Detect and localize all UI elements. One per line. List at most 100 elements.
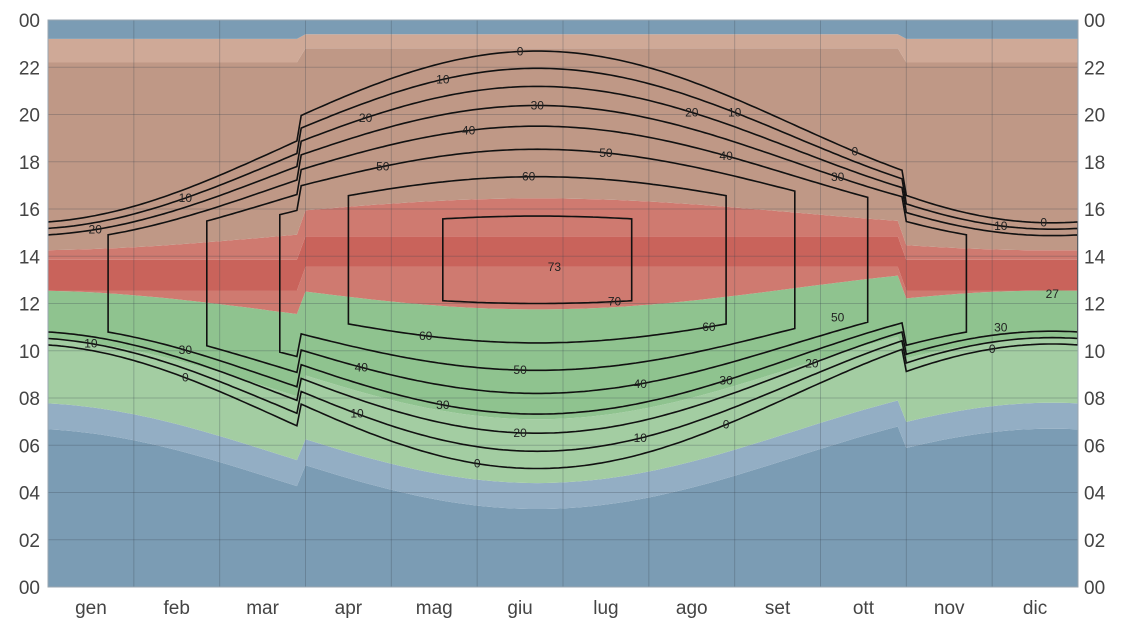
contour-label: 30 [831, 170, 845, 184]
contour-label: 10 [728, 105, 742, 119]
contour-label: 30 [531, 99, 545, 113]
contour-label: 50 [376, 160, 390, 174]
contour-label: 10 [436, 72, 450, 86]
contour-label: 30 [719, 373, 733, 387]
x-tick-label: lug [593, 598, 618, 619]
contour-label: 20 [513, 426, 527, 440]
x-tick-label: feb [164, 598, 190, 619]
contour-label: 0 [989, 342, 996, 356]
y-tick-right: 20 [1084, 106, 1105, 127]
y-tick-right: 16 [1084, 200, 1105, 221]
contour-label: 20 [359, 111, 373, 125]
y-tick-left: 12 [19, 295, 40, 316]
band-evening-light [48, 34, 1078, 63]
y-tick-left: 22 [19, 58, 40, 79]
contour-20 [48, 85, 1078, 434]
contour-label: 20 [805, 357, 819, 371]
contour-label: 30 [436, 398, 450, 412]
contour-label: 10 [634, 431, 648, 445]
band-night-high [48, 20, 1078, 39]
contour-label: 50 [831, 311, 845, 325]
contour-label: 60 [702, 320, 716, 334]
contour-label: 0 [474, 457, 481, 471]
band-twilight [48, 400, 1078, 509]
contour-label: 40 [719, 149, 733, 163]
contour-label: 30 [179, 343, 193, 357]
y-tick-left: 10 [19, 342, 40, 363]
contour-label: 10 [84, 337, 98, 351]
contour-label: 40 [355, 360, 369, 374]
y-tick-left: 16 [19, 200, 40, 221]
contour-label: 20 [685, 105, 699, 119]
contour-label: 0 [851, 145, 858, 159]
y-tick-left: 02 [19, 531, 40, 552]
band-warm [48, 266, 1078, 314]
y-tick-left: 04 [19, 484, 41, 505]
band-night-low [48, 426, 1078, 587]
y-tick-right: 08 [1084, 389, 1105, 410]
contour-label: 70 [608, 295, 622, 309]
y-tick-left: 14 [19, 247, 41, 268]
y-tick-left: 18 [19, 153, 40, 174]
plot-frame [47, 19, 1079, 588]
y-tick-right: 22 [1084, 58, 1105, 79]
x-tick-label: ago [676, 598, 708, 619]
contour-label: 60 [419, 329, 433, 343]
y-tick-left: 08 [19, 389, 40, 410]
x-tick-label: dic [1023, 598, 1047, 619]
contour-label: 60 [522, 170, 536, 184]
x-tick-label: mar [246, 598, 279, 619]
y-tick-left: 06 [19, 436, 40, 457]
contour-60 [347, 175, 727, 344]
contour-10 [48, 67, 1078, 453]
y-tick-right: 06 [1084, 436, 1105, 457]
band-cool-light [48, 336, 1078, 484]
y-tick-left: 00 [19, 578, 40, 599]
band-cool [48, 275, 1078, 420]
contour-30 [107, 104, 968, 415]
contour-label: 40 [462, 123, 476, 137]
x-tick-label: giu [507, 598, 532, 619]
band-warm-evening [48, 198, 1078, 260]
edge-label: 27 [1046, 287, 1060, 301]
contour-label: 30 [994, 320, 1008, 334]
contour-lines [48, 50, 1078, 470]
grid-lines [48, 20, 1078, 587]
contour-label: 50 [513, 363, 527, 377]
contour-label: 10 [350, 407, 364, 421]
x-tick-label: ott [853, 598, 875, 619]
y-tick-right: 00 [1084, 578, 1105, 599]
x-tick-label: nov [934, 598, 965, 619]
y-tick-right: 14 [1084, 247, 1106, 268]
contour-label: 50 [599, 146, 613, 160]
contour-label: 20 [89, 223, 103, 237]
contour-label: 0 [723, 418, 730, 432]
x-axis-ticks: gen feb mar apr mag giu lug ago set ott nov dic [75, 598, 1047, 619]
contour-0 [48, 50, 1078, 470]
y-tick-left: 00 [19, 11, 40, 32]
y-tick-right: 00 [1084, 11, 1105, 32]
y-tick-right: 18 [1084, 153, 1105, 174]
contour-label: 10 [994, 219, 1008, 233]
y-tick-right: 12 [1084, 295, 1105, 316]
band-hot [48, 236, 1078, 291]
y-tick-right: 04 [1084, 484, 1106, 505]
contour-70 [442, 215, 633, 305]
contour-label: 0 [182, 371, 189, 385]
y-axis-right-ticks: 00 02 04 06 08 10 12 14 16 18 20 22 00 [1084, 11, 1106, 599]
peak-label: 73 [548, 260, 562, 274]
x-tick-label: apr [335, 598, 363, 619]
contour-label: 40 [634, 377, 648, 391]
x-tick-label: set [765, 598, 791, 619]
contour-label: 0 [517, 44, 524, 58]
x-tick-label: gen [75, 598, 107, 619]
contour-label: 0 [1040, 216, 1047, 230]
contour-50 [279, 148, 796, 372]
y-tick-right: 02 [1084, 531, 1105, 552]
contour-40 [206, 125, 869, 395]
x-tick-label: mag [416, 598, 453, 619]
contour-labels: 0 0 0 10 10 10 10 20 20 20 30 30 40 40 50 50 60 0 0 0 0 10 10 1… [84, 44, 1047, 471]
y-tick-right: 10 [1084, 342, 1105, 363]
contour-label: 10 [179, 191, 193, 205]
